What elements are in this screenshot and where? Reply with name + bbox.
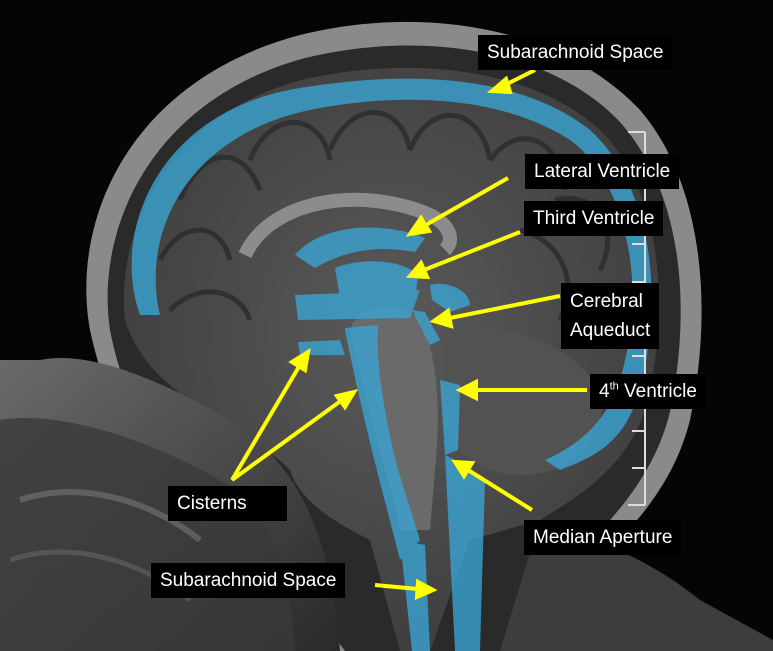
corpus-callosum bbox=[238, 192, 457, 259]
face-detail bbox=[19, 489, 202, 543]
third-ventricle-low bbox=[295, 290, 420, 320]
median-aperture-shape bbox=[445, 455, 485, 651]
quad-cistern bbox=[430, 283, 470, 312]
label-third-ventricle: Third Ventricle bbox=[524, 201, 664, 236]
label-median-aperture: Median Aperture bbox=[524, 520, 682, 555]
label-fourth-ventricle: 4th Ventricle bbox=[590, 374, 706, 409]
label-lateral-ventricle: Lateral Ventricle bbox=[525, 154, 680, 189]
label-cisterns: Cisterns bbox=[168, 486, 287, 521]
arrow-subarachnoid-bottom bbox=[374, 583, 419, 591]
label-subarachnoid-space-bottom: Subarachnoid Space bbox=[151, 563, 346, 598]
aqueduct-shape bbox=[412, 310, 440, 345]
fourth-ventricle-shape bbox=[440, 380, 460, 455]
label-fourth-prefix: 4 bbox=[599, 381, 610, 402]
arrow-lateral-ventricle bbox=[423, 176, 509, 228]
annotation-arrows bbox=[230, 68, 587, 601]
cerebellum bbox=[440, 327, 602, 476]
label-subarachnoid-space-top: Subarachnoid Space bbox=[478, 35, 673, 70]
label-fourth-suffix: Ventricle bbox=[618, 381, 697, 402]
arrow-cerebral-aqueduct bbox=[449, 294, 561, 320]
prepontine-cistern bbox=[345, 325, 420, 560]
arrow-median-aperture bbox=[466, 468, 534, 512]
arrow-cisterns-1 bbox=[230, 363, 302, 482]
csf-overlay bbox=[131, 78, 652, 651]
subarachnoid-rim bbox=[131, 78, 652, 470]
label-cerebral-aqueduct: Cerebral Aqueduct bbox=[561, 283, 660, 349]
label-fourth-sup: th bbox=[609, 380, 619, 393]
subarachnoid-cap bbox=[260, 83, 505, 120]
label-cerebral-line1: Cerebral bbox=[570, 291, 643, 312]
spinal-canal-front bbox=[400, 540, 430, 651]
lateral-ventricle-shape bbox=[295, 227, 425, 268]
arrow-cisterns-2 bbox=[230, 398, 344, 482]
label-cerebral-line2: Aqueduct bbox=[570, 320, 651, 341]
arrow-third-ventricle bbox=[423, 230, 521, 272]
